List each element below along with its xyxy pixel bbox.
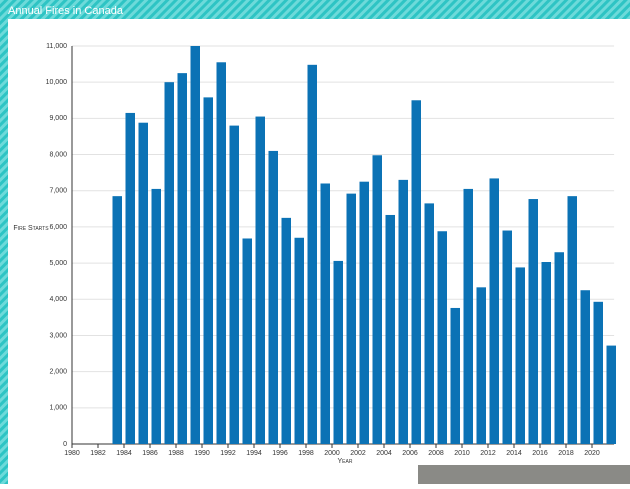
bar: [372, 155, 382, 444]
bar: [593, 301, 603, 444]
bar: [411, 100, 421, 444]
x-tick-label: 2014: [506, 450, 522, 457]
x-tick-label: 2008: [428, 450, 444, 457]
bar: [606, 345, 616, 444]
x-tick-label: 1996: [272, 450, 288, 457]
bar: [476, 287, 486, 444]
y-tick-label: 8,000: [49, 151, 67, 158]
x-tick-label: 1988: [168, 450, 184, 457]
bar: [541, 262, 551, 444]
bar: [255, 116, 265, 445]
bar: [320, 183, 330, 444]
bar: [515, 267, 525, 444]
bar: [385, 214, 395, 444]
x-tick-label: 2016: [532, 450, 548, 457]
bar: [242, 238, 252, 444]
bar: [190, 46, 200, 444]
bar: [450, 307, 460, 444]
y-tick-label: 9,000: [49, 115, 67, 122]
x-tick-label: 1992: [220, 450, 236, 457]
bar: [125, 112, 135, 444]
bar: [177, 73, 187, 445]
bar: [203, 97, 213, 445]
y-axis-title: Fire Starts: [13, 225, 49, 232]
bar: [268, 150, 278, 444]
y-tick-label: 4,000: [49, 296, 67, 303]
x-tick-label: 2010: [454, 450, 470, 457]
bar: [528, 199, 538, 444]
y-tick-label: 0: [63, 441, 67, 448]
x-tick-label: 1984: [116, 450, 132, 457]
x-tick-label: 2020: [584, 450, 600, 457]
bar: [138, 122, 148, 445]
x-tick-label: 1998: [298, 450, 314, 457]
bar: [216, 62, 226, 444]
bar: [294, 237, 304, 444]
chart-title: Annual Fires in Canada: [8, 5, 124, 17]
x-tick-label: 2004: [376, 450, 392, 457]
bar: [567, 196, 577, 444]
bar: [463, 188, 473, 444]
y-tick-label: 10,000: [46, 79, 68, 86]
bar: [554, 252, 564, 444]
x-tick-label: 2000: [324, 450, 340, 457]
y-tick-label: 2,000: [49, 368, 67, 375]
y-tick-label: 6,000: [49, 224, 67, 231]
bar: [151, 188, 161, 444]
x-tick-label: 2018: [558, 450, 574, 457]
bar: [580, 290, 590, 444]
bar: [346, 193, 356, 444]
bar: [164, 82, 174, 444]
x-tick-label: 2006: [402, 450, 418, 457]
y-tick-label: 3,000: [49, 332, 67, 339]
x-tick-label: 2012: [480, 450, 496, 457]
bar: [281, 217, 291, 444]
image-fragment: [418, 465, 630, 484]
y-tick-label: 11,000: [46, 43, 67, 50]
x-tick-label: 2002: [350, 450, 366, 457]
bar: [333, 260, 343, 444]
y-tick-label: 7,000: [49, 188, 67, 195]
bar: [424, 203, 434, 444]
bar: [489, 178, 499, 444]
x-tick-label: 1980: [64, 450, 80, 457]
bar: [359, 181, 369, 444]
y-tick-label: 5,000: [49, 260, 67, 267]
x-tick-label: 1990: [194, 450, 210, 457]
bar: [437, 231, 447, 444]
x-tick-label: 1982: [90, 450, 106, 457]
panel: [8, 19, 630, 484]
bar: [398, 179, 408, 444]
bar: [112, 196, 122, 444]
x-tick-label: 1994: [246, 450, 262, 457]
bar: [307, 64, 317, 444]
y-tick-label: 1,000: [49, 405, 67, 412]
x-tick-label: 1986: [142, 450, 158, 457]
bar: [229, 125, 239, 444]
x-axis-title: Year: [338, 458, 353, 465]
bar: [502, 230, 512, 444]
